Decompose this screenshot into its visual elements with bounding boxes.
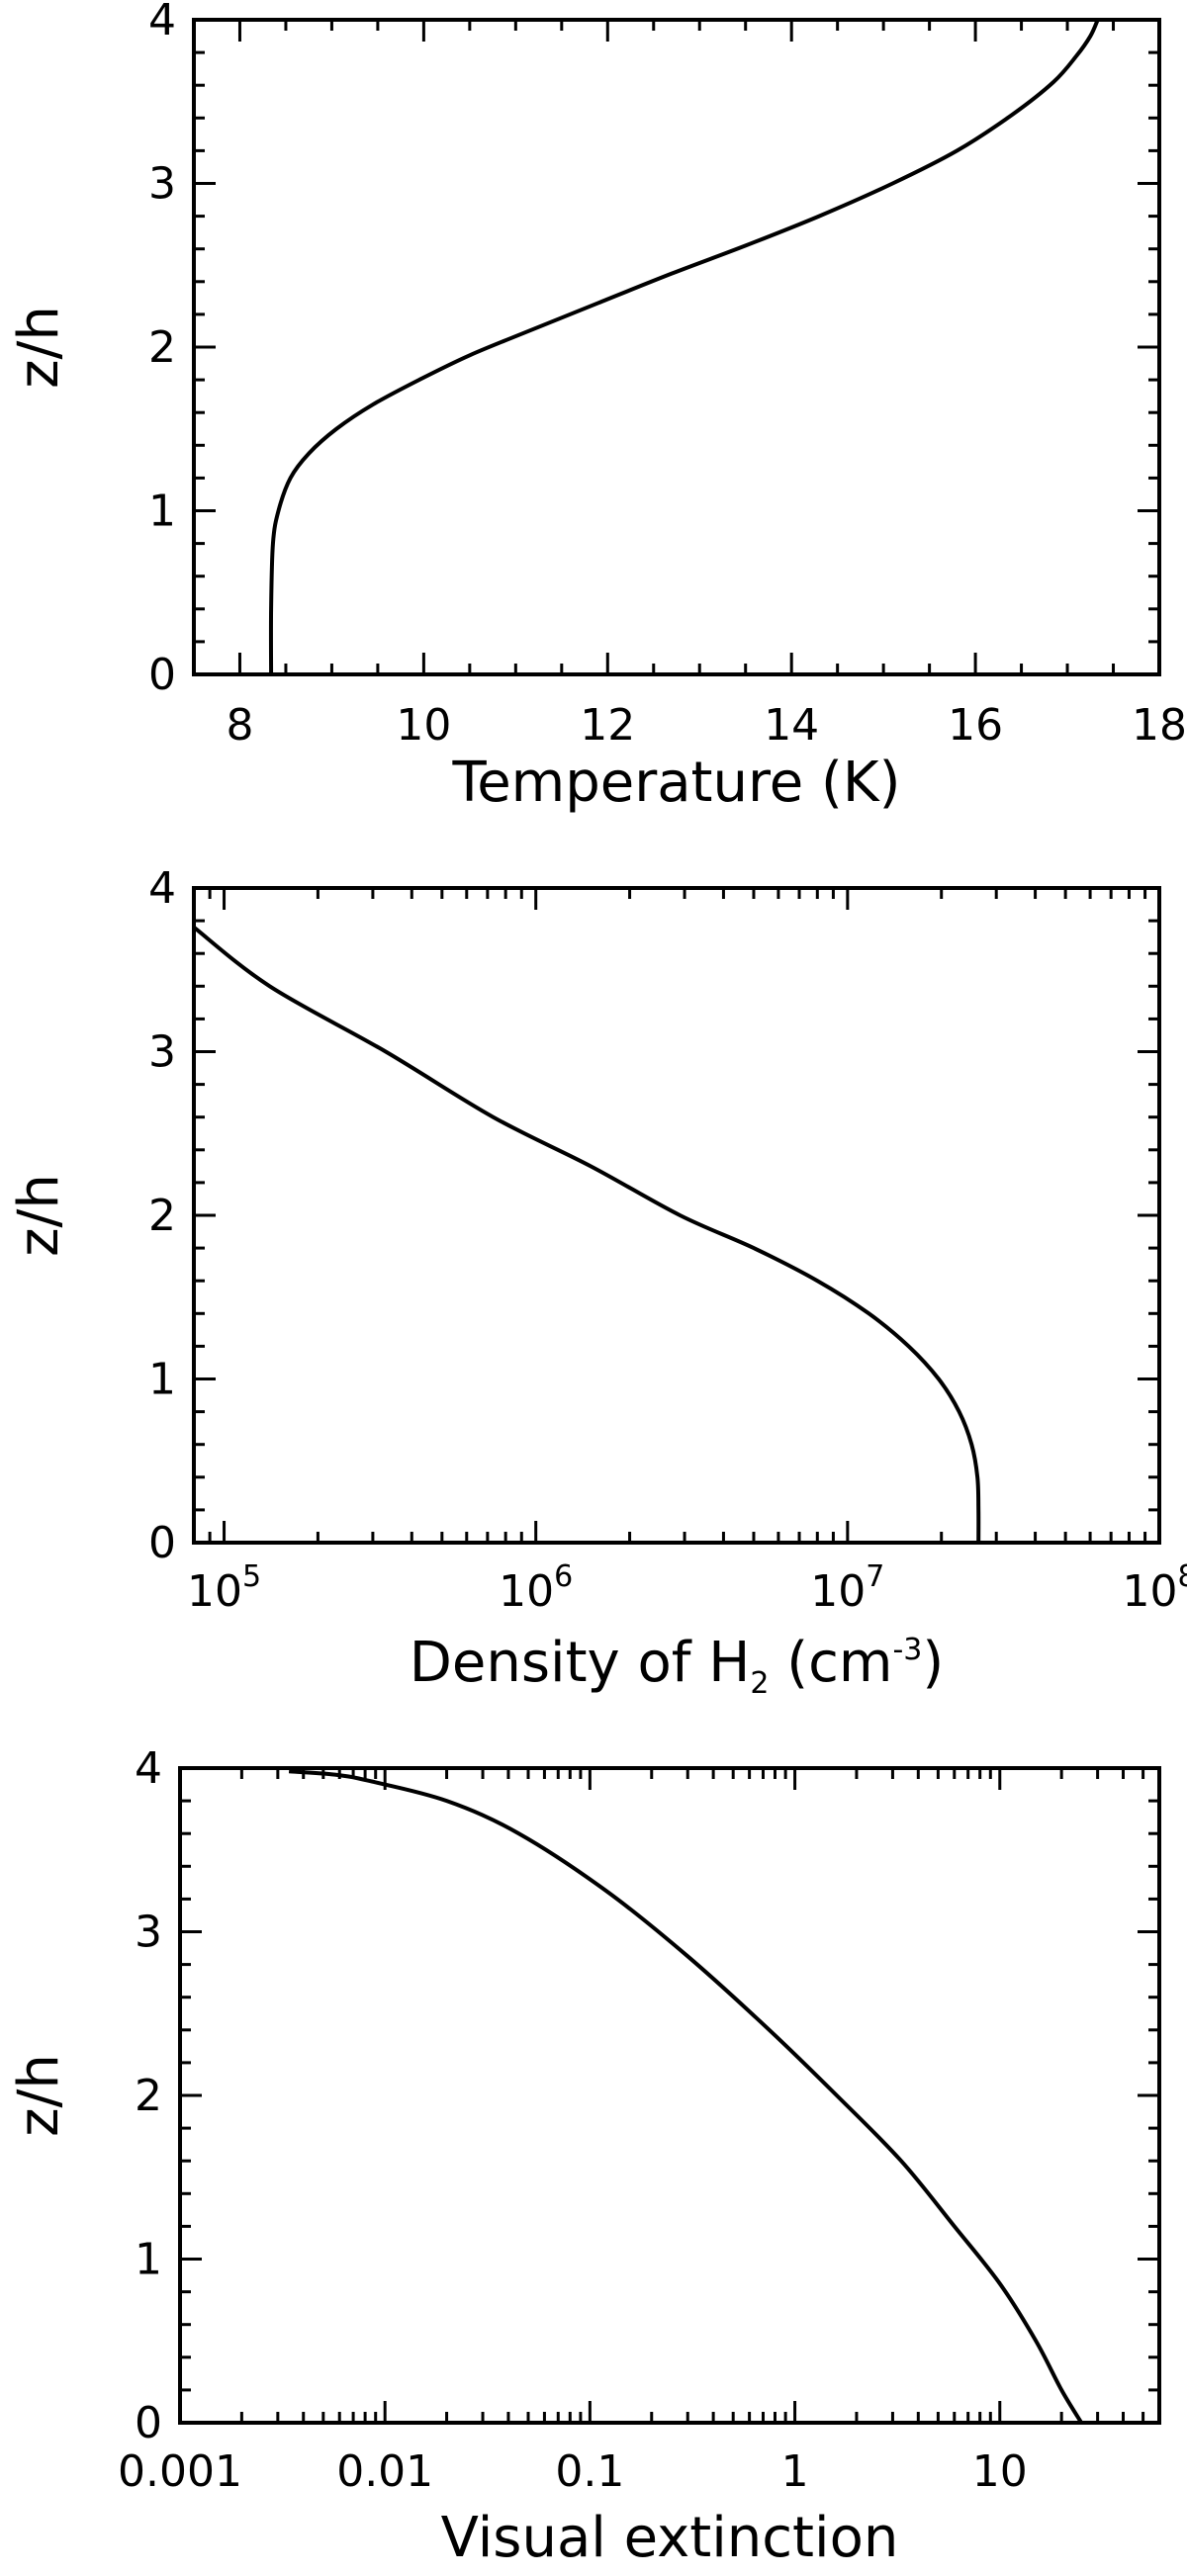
- x-tick-label: 14: [764, 700, 819, 751]
- chart-2: 01234105106107108Density of H2 (cm-3)z/h: [7, 863, 1187, 1701]
- x-tick-label-base: 10: [187, 1566, 242, 1617]
- x-tick-label: 0.01: [336, 2446, 433, 2497]
- x-axis-title: Visual extinction: [441, 2506, 899, 2570]
- y-tick-label: 3: [135, 1908, 162, 1958]
- x-tick-label-exponent: 5: [242, 1559, 261, 1594]
- x-tick-label: 107: [810, 1559, 884, 1617]
- y-tick-label: 2: [148, 322, 176, 373]
- x-tick-label: 0.1: [555, 2446, 624, 2497]
- y-tick-label: 2: [148, 1191, 176, 1241]
- y-tick-label: 1: [135, 2235, 162, 2285]
- x-tick-label-base: 10: [810, 1566, 866, 1617]
- x-tick-label: 12: [580, 700, 635, 751]
- x-tick-label-exponent: 8: [1177, 1559, 1187, 1594]
- x-tick-label: 18: [1132, 700, 1187, 751]
- x-tick-label: 16: [948, 700, 1003, 751]
- x-axis-title-text: ): [922, 1631, 944, 1695]
- y-tick-label: 3: [148, 159, 176, 210]
- x-tick-label: 0.001: [118, 2446, 242, 2497]
- data-series-line: [288, 1769, 1083, 2423]
- x-axis-title-text: Density of H: [410, 1631, 751, 1695]
- x-tick-label-base: 10: [499, 1566, 554, 1617]
- x-tick-label: 10: [396, 700, 451, 751]
- x-axis-title-subscript: 2: [750, 1666, 769, 1701]
- y-tick-label: 1: [148, 487, 176, 537]
- x-tick-label: 10: [972, 2446, 1028, 2497]
- x-axis-title-text: (cm: [769, 1631, 892, 1695]
- x-tick-label: 1: [781, 2446, 809, 2497]
- plot-frame: [178, 1766, 1161, 2425]
- y-tick-label: 3: [148, 1027, 176, 1078]
- x-tick-label: 106: [499, 1559, 573, 1617]
- y-tick-label: 4: [148, 0, 176, 45]
- chart-3: 0 1 2 3 4 0.001 0.01 0.1 1 10 Visual extinction z/h: [7, 1743, 1161, 2570]
- x-tick-label: 108: [1122, 1559, 1187, 1617]
- x-tick-label: 105: [187, 1559, 261, 1617]
- y-tick-label: 2: [135, 2071, 162, 2121]
- y-tick-label: 1: [148, 1355, 176, 1405]
- x-tick-label-base: 10: [1122, 1566, 1177, 1617]
- y-tick-label: 0: [148, 650, 176, 700]
- data-series-line: [268, 20, 1100, 674]
- x-tick-label: 8: [226, 700, 253, 751]
- y-tick-label: 4: [135, 1743, 162, 1794]
- x-tick-label-exponent: 7: [866, 1559, 884, 1594]
- y-tick-label: 0: [148, 1518, 176, 1568]
- y-axis-title: z/h: [7, 1174, 71, 1257]
- x-tick-label-exponent: 6: [554, 1559, 573, 1594]
- x-axis-title: Temperature (K): [452, 751, 901, 815]
- y-axis-title: z/h: [7, 2054, 71, 2137]
- x-axis-title-superscript: -3: [892, 1633, 922, 1667]
- y-tick-label: 0: [135, 2398, 162, 2448]
- data-series-line: [194, 926, 981, 1543]
- plot-frame: [192, 18, 1161, 676]
- y-tick-label: 4: [148, 863, 176, 914]
- x-axis-title: Density of H2 (cm-3): [410, 1631, 944, 1701]
- y-axis-title: z/h: [7, 306, 71, 389]
